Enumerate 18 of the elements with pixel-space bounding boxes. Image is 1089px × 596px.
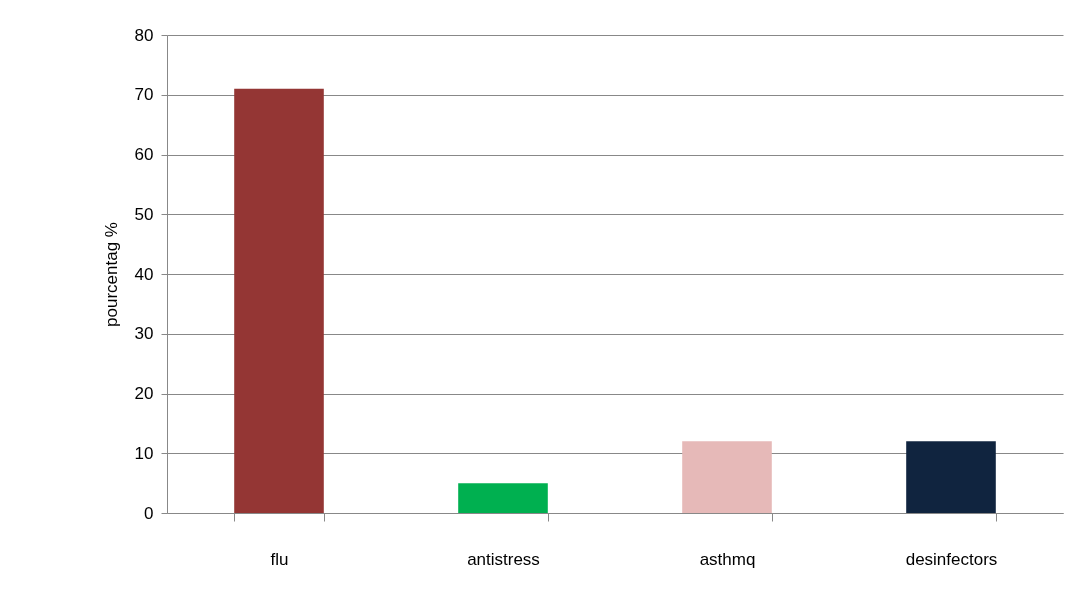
y-tick-label: 50	[134, 204, 154, 224]
y-tick-label: 20	[134, 384, 154, 403]
bar	[458, 483, 548, 513]
y-tick-label: 60	[134, 145, 154, 164]
y-tick-label: 0	[144, 503, 154, 523]
x-tick-label: antistress	[467, 549, 540, 569]
x-tick-label: desinfectors	[905, 549, 998, 569]
y-axis-title: pourcentag %	[101, 222, 121, 327]
y-tick-label: 80	[134, 25, 154, 45]
y-tick-label: 10	[134, 443, 154, 463]
bar	[682, 441, 772, 513]
x-tick-label: asthmq	[699, 549, 756, 569]
y-tick-label: 40	[134, 264, 154, 284]
x-tick-label: flu	[270, 549, 289, 569]
y-tick-label: 30	[134, 324, 154, 344]
bar	[234, 88, 324, 513]
bar	[906, 441, 996, 513]
y-tick-label: 70	[134, 85, 154, 105]
